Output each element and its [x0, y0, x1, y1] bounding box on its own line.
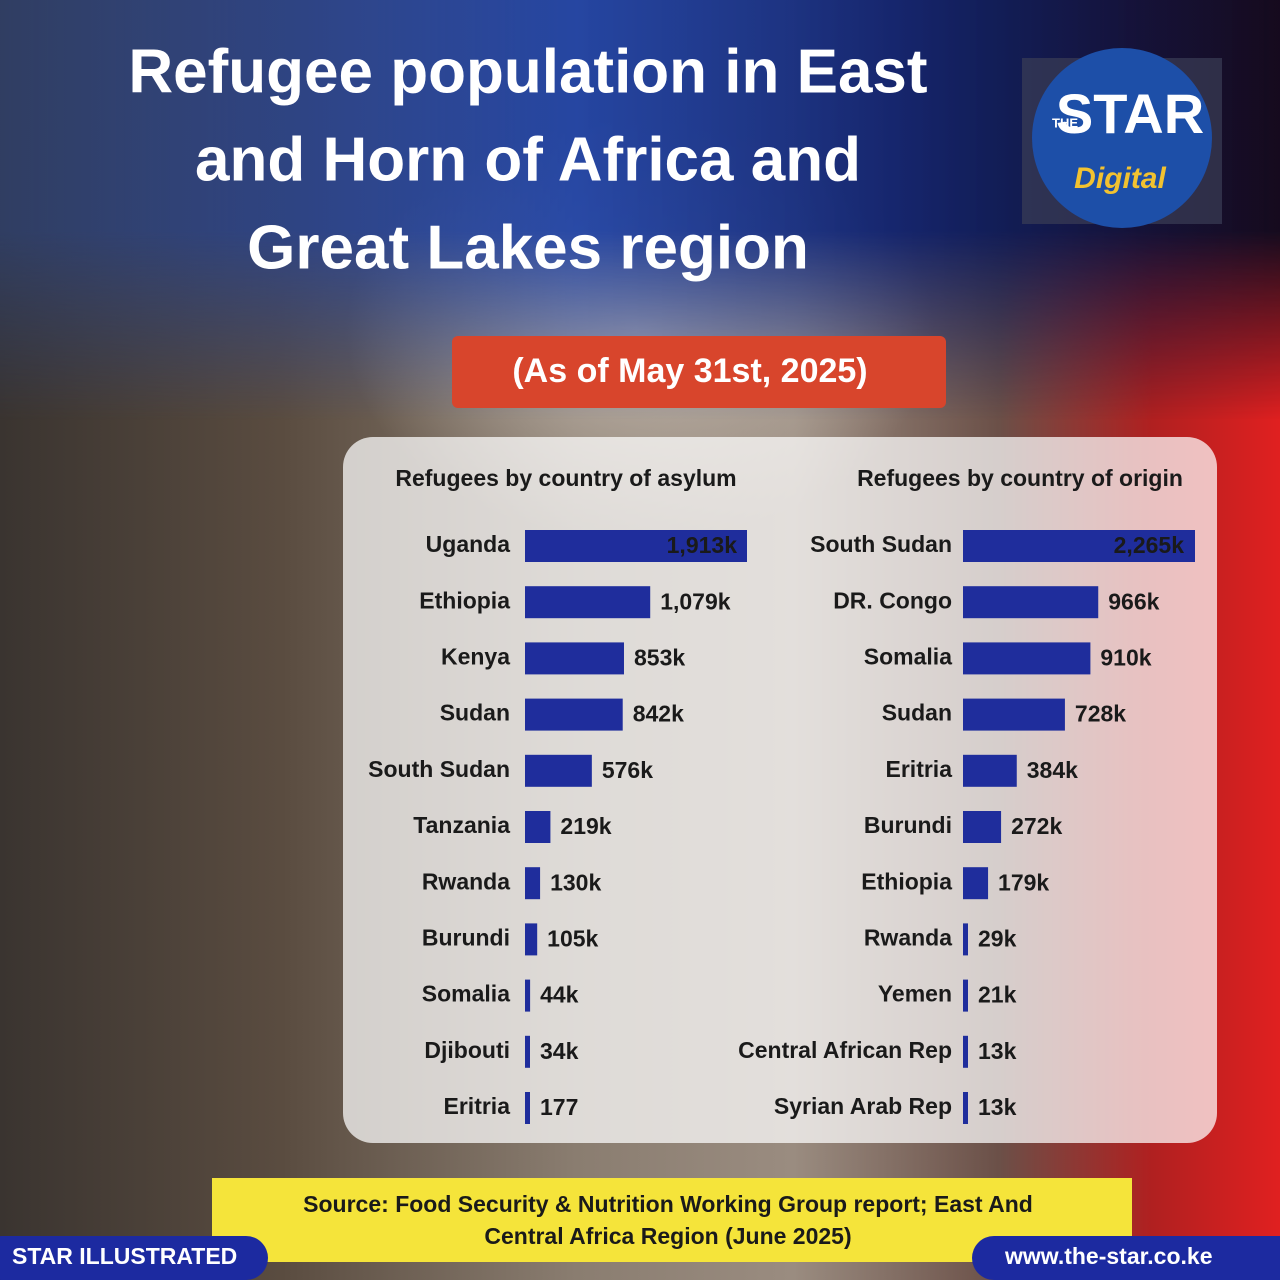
bar [963, 811, 1002, 843]
title-line: and Horn of Africa and [195, 125, 861, 194]
bar [963, 530, 1195, 562]
source-line: Source: Food Security & Nutrition Workin… [303, 1191, 1033, 1217]
value-label: 177 [540, 1094, 578, 1120]
value-label: 1,079k [660, 588, 731, 614]
credit: STAR ILLUSTRATED [12, 1243, 237, 1269]
category-label: Central African Rep [738, 1037, 952, 1063]
value-label: 853k [634, 644, 685, 670]
bar [525, 1092, 530, 1124]
logo-small: THE [1052, 115, 1078, 130]
category-label: South Sudan [368, 756, 510, 782]
subtitle: (As of May 31st, 2025) [512, 352, 867, 390]
value-label: 21k [978, 982, 1017, 1008]
category-label: Burundi [422, 924, 510, 950]
category-label: Eritria [444, 1093, 511, 1119]
value-label: 219k [560, 813, 611, 839]
subtitle-pill [452, 336, 946, 408]
category-label: Yemen [878, 981, 952, 1007]
value-label: 13k [978, 1094, 1017, 1120]
bar [963, 979, 968, 1012]
logo-sub: Digital [1074, 162, 1166, 195]
bar [963, 1092, 968, 1124]
category-label: Syrian Arab Rep [774, 1093, 952, 1119]
bar [525, 923, 538, 956]
source-line: Central Africa Region (June 2025) [484, 1223, 851, 1249]
value-label: 576k [602, 757, 653, 783]
title-line: Refugee population in East [128, 37, 927, 106]
bar [525, 1035, 530, 1068]
bar [525, 811, 551, 843]
bar [525, 698, 623, 731]
value-label: 44k [540, 982, 579, 1008]
category-label: Kenya [441, 643, 510, 669]
category-label: Sudan [882, 700, 952, 726]
category-label: Ethiopia [861, 868, 952, 894]
value-label: 179k [998, 869, 1049, 895]
value-label: 910k [1100, 644, 1151, 670]
bar [963, 698, 1065, 731]
bar [963, 1035, 968, 1068]
value-label: 1,913k [667, 532, 738, 558]
category-label: South Sudan [810, 531, 952, 557]
category-label: Tanzania [413, 812, 510, 838]
category-label: Ethiopia [419, 587, 510, 613]
category-label: Rwanda [422, 868, 510, 894]
bar [963, 754, 1017, 787]
chart-subtitle: Refugees by country of asylum [395, 465, 736, 491]
chart-subtitle: Refugees by country of origin [857, 465, 1183, 491]
category-label: Sudan [440, 700, 510, 726]
category-label: Uganda [426, 531, 511, 557]
value-label: 2,265k [1114, 532, 1185, 558]
value-label: 728k [1075, 701, 1126, 727]
credit-pill [0, 1236, 268, 1280]
category-label: DR. Congo [833, 587, 952, 613]
value-label: 34k [540, 1038, 579, 1064]
title-line: Great Lakes region [247, 213, 809, 282]
value-label: 842k [633, 701, 684, 727]
bar [525, 979, 531, 1012]
value-label: 966k [1108, 588, 1159, 614]
bar [525, 586, 651, 619]
category-label: Eritria [886, 756, 953, 782]
category-label: Djibouti [424, 1037, 510, 1063]
url-pill [972, 1236, 1280, 1280]
bar [963, 642, 1091, 675]
value-label: 105k [547, 925, 598, 951]
logo-main: STAR [1056, 82, 1204, 145]
value-label: 13k [978, 1038, 1017, 1064]
category-label: Somalia [864, 643, 952, 669]
value-label: 272k [1011, 813, 1062, 839]
value-label: 130k [550, 869, 601, 895]
bar [525, 642, 624, 675]
bar [963, 867, 989, 900]
bar [525, 867, 541, 900]
bar [525, 754, 592, 787]
category-label: Burundi [864, 812, 952, 838]
bar [963, 923, 968, 956]
category-label: Somalia [422, 981, 510, 1007]
bar [963, 586, 1099, 619]
value-label: 384k [1027, 757, 1078, 783]
bar [525, 530, 747, 562]
logo-circle [1032, 48, 1212, 228]
category-label: Rwanda [864, 924, 952, 950]
value-label: 29k [978, 925, 1017, 951]
url: www.the-star.co.ke [1004, 1243, 1213, 1269]
